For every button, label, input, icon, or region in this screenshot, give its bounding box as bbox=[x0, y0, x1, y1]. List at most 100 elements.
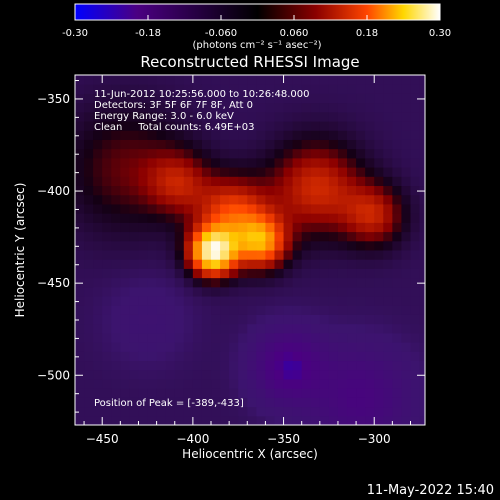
heatmap-cell bbox=[138, 388, 149, 398]
heatmap-cell bbox=[392, 176, 402, 187]
heatmap-cell bbox=[220, 194, 230, 205]
heatmap-cell bbox=[93, 102, 103, 113]
heatmap-cell bbox=[220, 139, 230, 150]
heatmap-cell bbox=[120, 351, 130, 362]
heatmap-cell bbox=[84, 259, 94, 269]
heatmap-cell bbox=[247, 296, 257, 306]
heatmap-cell bbox=[310, 314, 321, 325]
heatmap-cell bbox=[165, 296, 176, 306]
heatmap-cell bbox=[129, 213, 139, 223]
heatmap-cell bbox=[410, 176, 421, 187]
heatmap-cell bbox=[138, 167, 149, 177]
heatmap-cell bbox=[319, 305, 330, 315]
heatmap-cell bbox=[102, 314, 112, 325]
heatmap-cell bbox=[229, 406, 239, 417]
heatmap-cell bbox=[211, 268, 221, 279]
heatmap-cell bbox=[356, 406, 366, 417]
heatmap-cell bbox=[93, 369, 103, 380]
heatmap-cell bbox=[174, 75, 185, 85]
heatmap-cell bbox=[328, 351, 339, 362]
heatmap-cell bbox=[147, 130, 158, 140]
heatmap-cell bbox=[120, 305, 130, 315]
heatmap-cell bbox=[401, 259, 411, 269]
heatmap-cell bbox=[129, 296, 139, 306]
heatmap-cell bbox=[265, 397, 275, 408]
heatmap-cell bbox=[93, 148, 103, 159]
heatmap-cell bbox=[138, 75, 149, 85]
heatmap-cell bbox=[319, 250, 330, 260]
heatmap-cell bbox=[111, 213, 121, 223]
heatmap-cell bbox=[165, 111, 176, 122]
heatmap-cell bbox=[337, 222, 348, 233]
heatmap-cell bbox=[93, 259, 103, 269]
heatmap-cell bbox=[102, 102, 112, 113]
heatmap-cell bbox=[111, 369, 121, 380]
heatmap-cell bbox=[328, 167, 339, 177]
heatmap-cell bbox=[328, 84, 339, 94]
heatmap-cell bbox=[319, 360, 330, 371]
heatmap-cell bbox=[347, 157, 357, 168]
heatmap-cell bbox=[283, 93, 294, 104]
heatmap-cell bbox=[147, 157, 158, 168]
heatmap-cell bbox=[211, 259, 221, 269]
heatmap-cell bbox=[192, 185, 203, 196]
heatmap-cell bbox=[229, 240, 239, 251]
heatmap-cell bbox=[301, 139, 312, 150]
heatmap-cell bbox=[229, 415, 239, 425]
heatmap-cell bbox=[292, 111, 303, 122]
heatmap-cell bbox=[192, 259, 203, 269]
heatmap-cell bbox=[347, 148, 357, 159]
heatmap-cell bbox=[84, 351, 94, 362]
heatmap-cell bbox=[419, 148, 425, 159]
heatmap-cell bbox=[129, 185, 139, 196]
heatmap-cell bbox=[201, 250, 212, 260]
heatmap-cell bbox=[383, 406, 393, 417]
heatmap-cell bbox=[374, 139, 384, 150]
heatmap-cell bbox=[265, 167, 275, 177]
heatmap-cell bbox=[75, 203, 85, 214]
heatmap-cell bbox=[138, 84, 149, 94]
heatmap-cell bbox=[156, 259, 167, 269]
heatmap-cell bbox=[120, 240, 130, 251]
heatmap-cell bbox=[328, 378, 339, 389]
heatmap-cell bbox=[419, 240, 425, 251]
heatmap-cell bbox=[347, 388, 357, 398]
heatmap-cell bbox=[201, 84, 212, 94]
heatmap-cell bbox=[183, 388, 194, 398]
heatmap-cell bbox=[392, 222, 402, 233]
heatmap-cell bbox=[229, 305, 239, 315]
heatmap-cell bbox=[238, 203, 248, 214]
heatmap-cell bbox=[328, 213, 339, 223]
heatmap-cell bbox=[156, 240, 167, 251]
chart-title: Reconstructed RHESSI Image bbox=[140, 53, 359, 71]
heatmap-cell bbox=[374, 286, 384, 297]
heatmap-cell bbox=[120, 378, 130, 389]
heatmap-cell bbox=[410, 231, 421, 242]
heatmap-cell bbox=[410, 305, 421, 315]
heatmap-cell bbox=[301, 250, 312, 260]
heatmap-cell bbox=[328, 203, 339, 214]
heatmap-cell bbox=[356, 415, 366, 425]
heatmap-cell bbox=[84, 277, 94, 288]
heatmap-cell bbox=[419, 102, 425, 113]
heatmap-cell bbox=[383, 259, 393, 269]
heatmap-cell bbox=[102, 342, 112, 352]
heatmap-cell bbox=[365, 203, 375, 214]
heatmap-cell bbox=[111, 250, 121, 260]
heatmap-cell bbox=[229, 397, 239, 408]
heatmap-cell bbox=[156, 268, 167, 279]
heatmap-cell bbox=[102, 360, 112, 371]
heatmap-cell bbox=[410, 167, 421, 177]
heatmap-cell bbox=[75, 342, 85, 352]
heatmap-cell bbox=[156, 176, 167, 187]
heatmap-cell bbox=[374, 259, 384, 269]
heatmap-cell bbox=[93, 388, 103, 398]
heatmap-cell bbox=[310, 157, 321, 168]
heatmap-cell bbox=[238, 277, 248, 288]
heatmap-cell bbox=[183, 194, 194, 205]
heatmap-cell bbox=[165, 277, 176, 288]
heatmap-cell bbox=[337, 286, 348, 297]
heatmap-cell bbox=[292, 360, 303, 371]
heatmap-cell bbox=[319, 342, 330, 352]
heatmap-cell bbox=[183, 167, 194, 177]
